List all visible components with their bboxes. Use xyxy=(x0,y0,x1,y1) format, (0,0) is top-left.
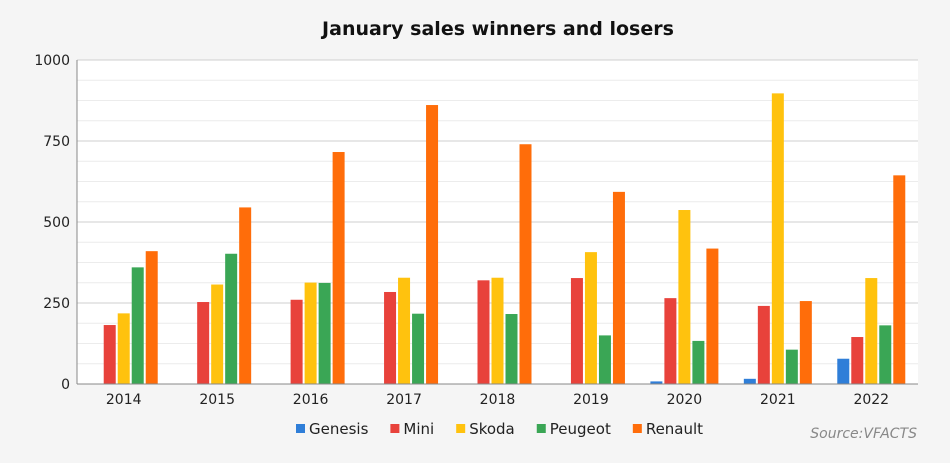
legend-item-skoda: Skoda xyxy=(456,420,515,438)
legend-label: Mini xyxy=(403,420,434,438)
legend-item-renault: Renault xyxy=(632,420,703,438)
bar-renault-2014 xyxy=(145,251,158,384)
bar-skoda-2015 xyxy=(211,284,224,384)
bar-mini-2020 xyxy=(664,298,677,384)
x-tick-label: 2016 xyxy=(293,392,329,408)
bar-peugeot-2017 xyxy=(412,313,425,384)
legend-label: Renault xyxy=(646,420,703,438)
bar-genesis-2022 xyxy=(837,358,850,384)
legend-item-mini: Mini xyxy=(390,420,434,438)
legend-label: Peugeot xyxy=(550,420,611,438)
legend-item-peugeot: Peugeot xyxy=(536,420,611,438)
legend-swatch xyxy=(296,424,305,433)
bars xyxy=(103,93,906,384)
bar-peugeot-2019 xyxy=(598,335,611,384)
bar-renault-2022 xyxy=(893,175,906,384)
bar-renault-2020 xyxy=(706,248,719,384)
bar-mini-2017 xyxy=(384,291,397,384)
bar-renault-2018 xyxy=(519,144,532,384)
x-tick-label: 2021 xyxy=(760,392,796,408)
legend-label: Skoda xyxy=(469,420,515,438)
y-tick-label: 500 xyxy=(43,215,70,231)
bar-peugeot-2018 xyxy=(505,314,518,384)
bar-mini-2021 xyxy=(757,305,770,384)
bar-genesis-2020 xyxy=(650,381,663,384)
bar-renault-2021 xyxy=(799,301,812,384)
x-tick-label: 2022 xyxy=(853,392,889,408)
y-tick-label: 750 xyxy=(43,134,70,150)
x-tick-label: 2017 xyxy=(386,392,422,408)
legend-swatch xyxy=(390,424,400,433)
x-tick-label: 2020 xyxy=(667,392,703,408)
legend-swatch xyxy=(536,424,546,433)
bar-skoda-2020 xyxy=(678,210,691,384)
legend-label: Genesis xyxy=(309,420,369,438)
bar-mini-2022 xyxy=(851,337,864,384)
legend: Genesis Mini Skoda Peugeot Renault xyxy=(296,420,703,438)
chart-title: January sales winners and losers xyxy=(320,18,674,40)
bar-mini-2015 xyxy=(197,302,210,384)
x-tick-label: 2015 xyxy=(199,392,235,408)
x-tick-label: 2014 xyxy=(106,392,142,408)
bar-renault-2019 xyxy=(612,191,625,384)
x-tick-label: 2019 xyxy=(573,392,609,408)
bar-renault-2017 xyxy=(426,105,439,384)
bar-peugeot-2016 xyxy=(318,282,331,384)
bar-peugeot-2015 xyxy=(225,253,238,384)
bar-mini-2019 xyxy=(570,278,583,384)
bar-skoda-2021 xyxy=(771,93,784,384)
bar-mini-2018 xyxy=(477,280,490,384)
bar-renault-2015 xyxy=(239,207,252,384)
legend-swatch xyxy=(632,424,642,433)
bar-skoda-2019 xyxy=(584,252,597,384)
bar-mini-2014 xyxy=(103,325,116,384)
x-tick-label: 2018 xyxy=(480,392,516,408)
bar-peugeot-2020 xyxy=(692,340,705,384)
y-tick-label: 1000 xyxy=(34,53,70,69)
bar-skoda-2017 xyxy=(398,277,411,384)
bar-peugeot-2021 xyxy=(785,349,798,384)
bar-mini-2016 xyxy=(290,299,303,384)
bar-renault-2016 xyxy=(332,152,345,384)
bar-genesis-2021 xyxy=(743,378,756,384)
bar-skoda-2018 xyxy=(491,277,504,384)
legend-swatch xyxy=(456,424,466,433)
bar-skoda-2022 xyxy=(865,278,878,384)
bar-skoda-2014 xyxy=(117,313,130,384)
bar-peugeot-2022 xyxy=(879,325,892,384)
y-tick-label: 250 xyxy=(43,296,70,312)
axes: 0 250 500 750 1000 2014 2015 2016 2017 2018 2019 20… xyxy=(34,53,918,408)
legend-item-genesis: Genesis xyxy=(296,420,369,438)
source-note: Source:VFACTS xyxy=(810,426,917,442)
y-tick-label: 0 xyxy=(61,377,70,393)
bar-skoda-2016 xyxy=(304,282,317,384)
bar-peugeot-2014 xyxy=(131,267,144,384)
